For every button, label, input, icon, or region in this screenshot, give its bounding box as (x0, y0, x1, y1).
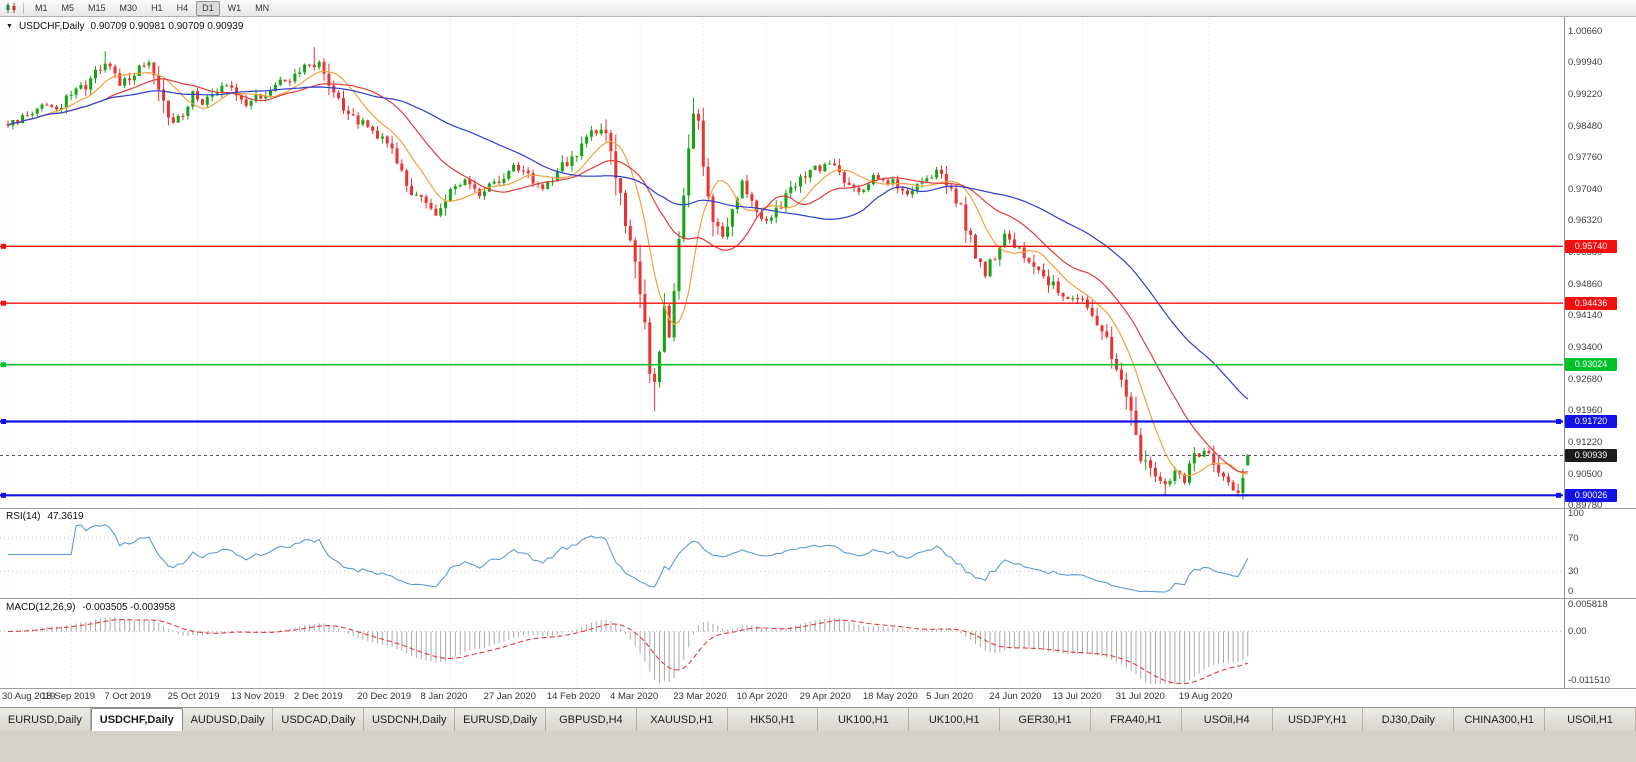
chart-tab-usoil-h4[interactable]: USOil,H4 (1182, 708, 1273, 731)
candlestick-chart-icon[interactable] (4, 2, 18, 14)
toolbar-separator (23, 2, 24, 14)
chart-tab-bar: EURUSD,Daily USDCHF,Daily AUDUSD,Daily USDC… (0, 707, 1636, 762)
rsi-line (8, 524, 1249, 593)
chart-tab-usdjpy-h1[interactable]: USDJPY,H1 (1273, 708, 1364, 731)
chart-tab-ger30-h1[interactable]: GER30,H1 (1000, 708, 1091, 731)
chart-tab-fra40-h1[interactable]: FRA40,H1 (1091, 708, 1182, 731)
chart-tab-uk100-h1[interactable]: UK100,H1 (909, 708, 1001, 731)
timeframe-button-m15[interactable]: M15 (88, 2, 106, 13)
panel-separators[interactable] (0, 17, 1636, 689)
horizontal-level-lines[interactable] (0, 243, 1563, 498)
chart-tab-audusd-daily[interactable]: AUDUSD,Daily (183, 708, 274, 731)
timeframe-button-h1[interactable]: H1 (151, 2, 163, 13)
timeframe-button-m30[interactable]: M30 (119, 2, 138, 13)
macd-signal-line (7, 619, 1248, 685)
chart-tab-usdcad-daily[interactable]: USDCAD,Daily (273, 708, 365, 731)
rsi-panel (0, 524, 1563, 593)
moving-average-lines (7, 70, 1249, 477)
timeframe-button-h4[interactable]: H4 (176, 2, 189, 13)
timeframe-buttons: M1 M5 M15 M30 H1 H4 D1 W1 MN (29, 0, 275, 16)
macd-panel (0, 617, 1563, 685)
candlestick-chart-icon-svg (6, 3, 16, 13)
timeframe-button-m1[interactable]: M1 (35, 2, 48, 13)
candlestick-series (6, 47, 1250, 500)
chart-tab-gbpusd-h4[interactable]: GBPUSD,H4 (546, 708, 637, 731)
timeframe-button-mn[interactable]: MN (255, 2, 270, 13)
chart-tab-usdcnh-daily[interactable]: USDCNH,Daily (364, 708, 456, 731)
timeframe-button-d1[interactable]: D1 (196, 0, 220, 16)
chart-tab-dj30-daily[interactable]: DJ30,Daily (1363, 708, 1455, 731)
chart-tab-usdchf-daily[interactable]: USDCHF,Daily (90, 708, 183, 731)
chart-tab-eurusd-daily[interactable]: EURUSD,Daily (455, 708, 546, 731)
timeframe-button-m5[interactable]: M5 (61, 2, 75, 13)
chart-tab-xauusd-h1[interactable]: XAUUSD,H1 (637, 708, 728, 731)
timeframe-button-w1[interactable]: W1 (227, 2, 242, 13)
chart-tabs: EURUSD,Daily USDCHF,Daily AUDUSD,Daily USDC… (0, 708, 1636, 731)
timeframe-toolbar: M1 M5 M15 M30 H1 H4 D1 W1 MN (0, 0, 1636, 17)
chart-tab-uk100-h1[interactable]: UK100,H1 (818, 708, 910, 731)
chart-tab-hk50-h1[interactable]: HK50,H1 (728, 708, 819, 731)
chart-tab-china300-h1[interactable]: CHINA300,H1 (1454, 708, 1546, 731)
chart-tab-usoil-h1[interactable]: USOil,H1 (1545, 708, 1636, 731)
chart-tab-eurusd-daily[interactable]: EURUSD,Daily (0, 708, 91, 731)
